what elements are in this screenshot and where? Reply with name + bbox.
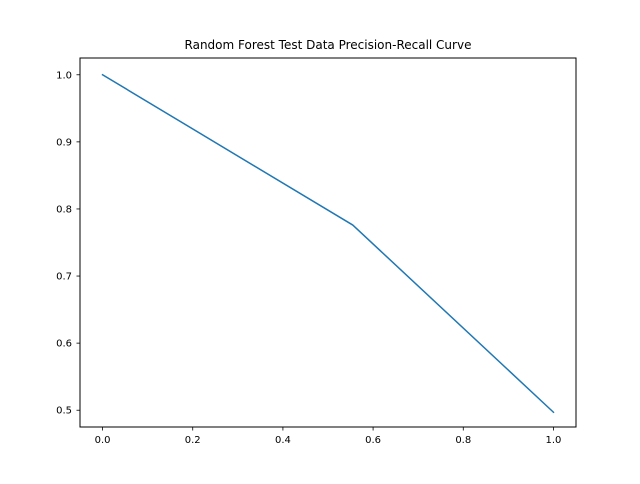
y-tick-label: 0.7: [56, 272, 72, 283]
x-tick-label: 0.8: [455, 435, 471, 446]
precision-recall-line: [101, 73, 555, 414]
x-tick-label: 0.4: [275, 435, 291, 446]
y-axis: 0.5 0.6 0.7 0.8 0.9 1.0: [56, 70, 80, 417]
x-axis: 0.0 0.2 0.4 0.6 0.8 1.0: [95, 427, 562, 446]
x-tick-label: 0.6: [365, 435, 381, 446]
series-layer: [101, 73, 555, 414]
x-tick-label: 1.0: [546, 435, 562, 446]
chart-title: Random Forest Test Data Precision-Recall…: [185, 38, 472, 52]
y-tick-label: 0.8: [56, 204, 72, 215]
y-tick-label: 0.9: [56, 137, 72, 148]
x-tick-label: 0.2: [185, 435, 201, 446]
y-tick-label: 1.0: [56, 70, 72, 81]
plot-area: [79, 57, 577, 428]
y-tick-label: 0.5: [56, 406, 72, 417]
y-tick-label: 0.6: [56, 339, 72, 350]
x-tick-label: 0.0: [95, 435, 111, 446]
